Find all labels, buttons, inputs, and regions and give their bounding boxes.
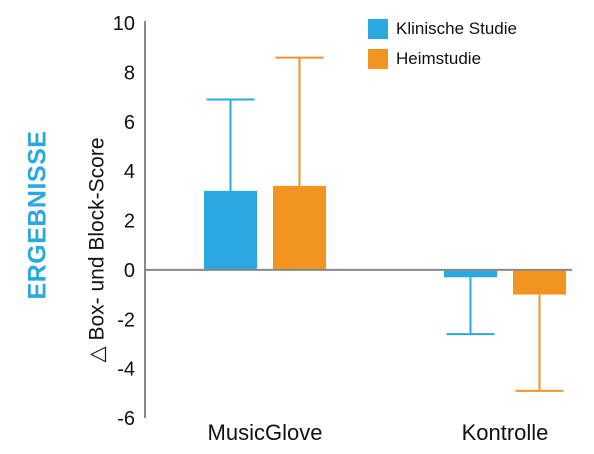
y-tick-label: 2 [124, 211, 135, 233]
legend: Klinische Studie Heimstudie [368, 14, 517, 74]
y-tick-label: -2 [117, 309, 135, 331]
legend-swatch-klinische-studie [368, 19, 388, 39]
y-tick-label: -6 [117, 408, 135, 430]
y-tick-label: 6 [124, 112, 135, 134]
bar [273, 185, 326, 270]
legend-label-klinische-studie: Klinische Studie [396, 19, 517, 38]
bar [444, 269, 497, 278]
x-category-label: Kontrolle [462, 420, 549, 445]
legend-item-klinische-studie: Klinische Studie [368, 14, 517, 44]
y-tick-label: 0 [124, 260, 135, 282]
legend-item-heimstudie: Heimstudie [368, 44, 517, 74]
bar [513, 269, 566, 295]
legend-label-heimstudie: Heimstudie [396, 49, 482, 68]
y-tick-label: -4 [117, 359, 135, 381]
legend-swatch-heimstudie [368, 49, 388, 69]
x-category-label: MusicGlove [208, 420, 323, 445]
bar [204, 190, 257, 270]
y-tick-label: 8 [124, 62, 135, 84]
y-tick-label: 10 [113, 13, 135, 35]
y-tick-label: 4 [124, 161, 135, 183]
